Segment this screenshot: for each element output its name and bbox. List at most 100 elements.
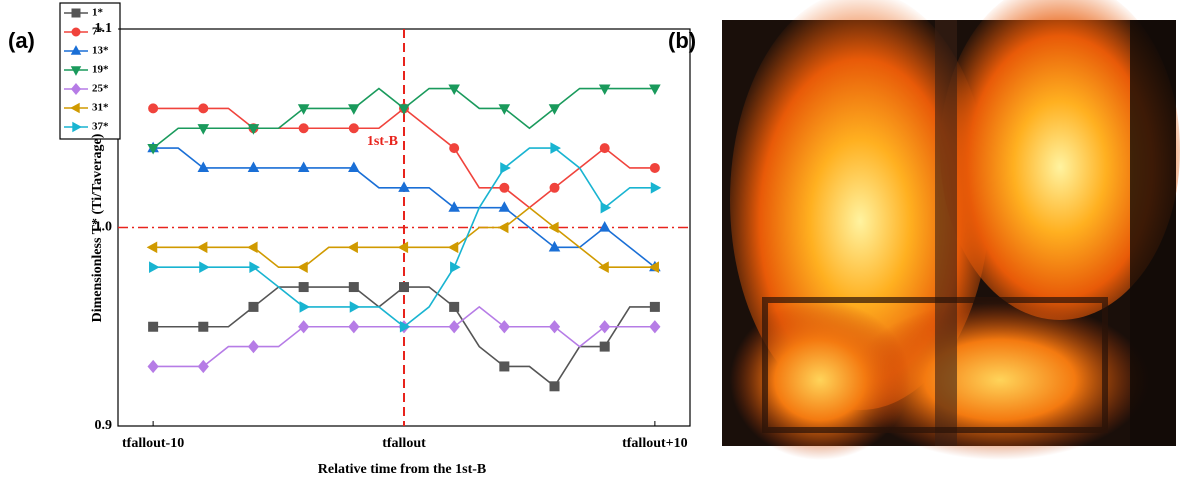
data-point	[297, 261, 308, 273]
data-point	[448, 201, 460, 212]
data-point	[147, 144, 159, 155]
y-axis-label: Dimensionless T* (Ti/Taverage)	[90, 133, 105, 322]
data-point	[449, 301, 460, 312]
data-point	[146, 241, 158, 254]
data-point	[398, 181, 410, 192]
legend-marker	[70, 45, 82, 55]
data-point	[197, 359, 209, 374]
legend-label: 1*	[92, 7, 104, 19]
data-point	[548, 240, 561, 252]
data-point	[298, 282, 309, 293]
panel-label: (a)	[8, 28, 35, 53]
legend-marker	[70, 102, 80, 114]
data-point	[298, 123, 309, 134]
data-point	[249, 261, 260, 273]
data-point	[198, 321, 209, 332]
data-point	[599, 143, 610, 154]
data-point	[347, 241, 358, 254]
legend-label: 7*	[92, 26, 104, 38]
data-point	[498, 320, 510, 334]
annotation: 1st-B	[367, 134, 398, 149]
data-point	[450, 261, 461, 273]
data-point	[247, 161, 260, 173]
data-point	[497, 221, 509, 234]
data-point	[349, 301, 361, 313]
data-point	[648, 261, 659, 273]
data-point	[247, 124, 260, 135]
data-point	[148, 103, 159, 114]
data-point	[599, 341, 610, 352]
data-point	[247, 339, 260, 354]
legend-marker	[71, 27, 81, 37]
data-point	[498, 104, 511, 115]
x-tick-label: tfallout-10	[122, 436, 184, 451]
legend-label: 19*	[92, 64, 109, 76]
legend-label: 31*	[92, 102, 109, 114]
data-point	[548, 221, 559, 234]
data-point	[197, 161, 210, 173]
data-point	[197, 124, 210, 135]
data-point	[449, 143, 460, 154]
legend-marker	[72, 121, 82, 133]
y-tick-label: 1.0	[95, 220, 113, 235]
data-point	[397, 241, 409, 254]
data-point	[399, 320, 411, 333]
data-point	[549, 182, 560, 193]
panel-label: (b)	[668, 28, 696, 53]
data-point	[650, 182, 662, 194]
data-point	[149, 261, 160, 273]
legend-marker	[70, 66, 82, 76]
data-point	[196, 241, 208, 254]
data-point	[148, 321, 159, 332]
data-point	[548, 320, 561, 334]
data-point	[649, 301, 660, 312]
data-point	[598, 84, 611, 95]
data-point	[247, 241, 258, 254]
data-point	[499, 182, 510, 193]
data-point	[598, 261, 609, 273]
data-point	[297, 161, 310, 173]
data-point	[649, 162, 660, 173]
data-point	[199, 261, 210, 273]
data-point	[549, 381, 560, 392]
data-point	[599, 320, 611, 334]
data-point	[348, 320, 360, 334]
data-point	[448, 84, 460, 95]
data-point	[598, 221, 611, 232]
x-tick-label: tfallout+10	[622, 436, 688, 451]
data-point	[348, 161, 360, 173]
data-point	[147, 359, 159, 374]
data-point	[548, 104, 561, 115]
data-point	[649, 84, 661, 95]
data-point	[649, 320, 661, 334]
data-point	[297, 104, 310, 115]
data-point	[198, 103, 209, 114]
data-point	[299, 301, 311, 313]
data-point	[550, 142, 561, 154]
x-axis-label: Relative time from the 1st-B	[318, 462, 486, 477]
data-point	[448, 320, 460, 334]
legend-label: 37*	[92, 121, 109, 133]
data-point	[348, 282, 359, 293]
legend-label: 25*	[92, 83, 109, 95]
y-tick-label: 1.1	[95, 21, 113, 36]
y-tick-label: 0.9	[95, 418, 113, 433]
data-point	[399, 282, 409, 293]
data-point	[500, 162, 511, 174]
data-point	[398, 104, 410, 115]
legend-marker	[71, 8, 81, 18]
data-point	[348, 104, 360, 115]
x-tick-label: tfallout	[382, 436, 426, 451]
data-point	[447, 241, 459, 254]
data-point	[499, 361, 510, 372]
data-point	[600, 201, 612, 214]
data-point	[298, 320, 310, 334]
legend-label: 13*	[92, 45, 109, 57]
data-point	[348, 123, 359, 134]
legend-marker	[70, 83, 82, 95]
photo	[722, 0, 1180, 460]
data-point	[498, 201, 511, 212]
data-point	[248, 301, 259, 312]
legend-box	[59, 2, 121, 140]
